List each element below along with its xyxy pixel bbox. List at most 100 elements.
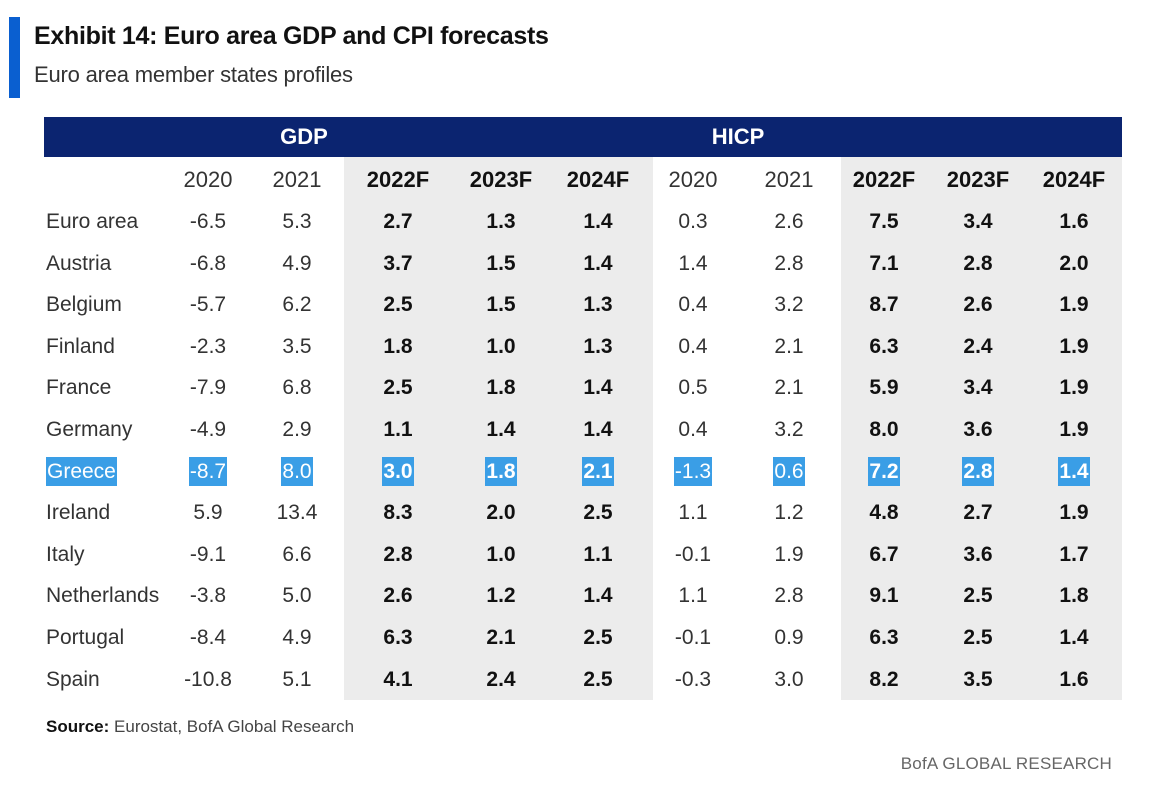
table-cell: 1.1 [648, 575, 738, 617]
table-cell: 2.6 [933, 284, 1023, 326]
table-cell: 3.5 [933, 659, 1023, 701]
cell-value: 2.8 [963, 251, 993, 275]
cell-value: 1.1 [678, 584, 708, 608]
cell-value: 5.0 [282, 584, 312, 608]
table-cell: 6.3 [353, 617, 443, 659]
table-cell: 1.1 [553, 534, 643, 576]
column-header-gdp-2022f: 2022F [366, 167, 430, 192]
table-cell: 1.8 [1029, 575, 1119, 617]
cell-value: 1.5 [486, 251, 516, 275]
cell-value: 2.1 [582, 456, 614, 486]
table-row: Finland -2.3 3.5 1.8 1.0 1.3 0.4 2.1 6.3 2.4 1.9 [44, 326, 1122, 368]
cell-value: 2.5 [383, 293, 413, 317]
table-cell: 2.5 [553, 617, 643, 659]
table-cell: 2.4 [933, 326, 1023, 368]
cell-value: 2.5 [583, 667, 613, 691]
table-cell: -8.4 [163, 617, 253, 659]
table-cell: 1.9 [1029, 284, 1119, 326]
cell-value: 6.2 [282, 293, 312, 317]
cell-value: 5.9 [869, 376, 899, 400]
table-cell: 0.5 [648, 367, 738, 409]
source-text: Eurostat, BofA Global Research [109, 717, 355, 736]
table-row: Italy -9.1 6.6 2.8 1.0 1.1 -0.1 1.9 6.7 3.6 1.7 [44, 534, 1122, 576]
cell-value: -5.7 [189, 293, 227, 317]
table-cell: 3.7 [353, 243, 443, 285]
table-cell: 0.3 [648, 201, 738, 243]
cell-value: 1.8 [1059, 584, 1089, 608]
title-accent-bar [9, 17, 20, 98]
cell-value: 1.9 [1059, 334, 1089, 358]
table-row: Belgium -5.7 6.2 2.5 1.5 1.3 0.4 3.2 8.7 2.6 1.9 [44, 284, 1122, 326]
cell-value: 0.4 [678, 293, 708, 317]
table-row: Spain -10.8 5.1 4.1 2.4 2.5 -0.3 3.0 8.2 3.5 1.6 [44, 659, 1122, 701]
hicp-forecast-shading [841, 157, 1122, 701]
group-label-gdp: GDP [280, 124, 328, 149]
table-cell: 2.5 [353, 284, 443, 326]
table-cell: -6.8 [163, 243, 253, 285]
row-label-text: Austria [46, 251, 112, 275]
table-cell: 2.8 [744, 243, 834, 285]
cell-value: 2.8 [774, 251, 804, 275]
table-cell: 4.1 [353, 659, 443, 701]
cell-value: 2.4 [486, 667, 516, 691]
table-cell: 7.5 [839, 201, 929, 243]
table-cell: 1.3 [553, 284, 643, 326]
table-cell: 5.9 [839, 367, 929, 409]
table-cell: 0.4 [648, 326, 738, 368]
table-cell: 1.9 [744, 534, 834, 576]
table-cell: 8.7 [839, 284, 929, 326]
brand-footer: BofA GLOBAL RESEARCH [900, 754, 1112, 773]
cell-value: 6.3 [869, 334, 899, 358]
cell-value: 3.5 [963, 667, 993, 691]
row-label-text: Euro area [46, 210, 139, 233]
cell-value: 0.4 [678, 334, 708, 358]
row-label: Greece [46, 451, 117, 493]
cell-value: -1.3 [673, 456, 713, 486]
table-cell: 1.4 [553, 201, 643, 243]
exhibit-subtitle: Euro area member states profiles [34, 62, 353, 87]
cell-value: 0.5 [678, 376, 708, 400]
table-cell: 2.1 [456, 617, 546, 659]
cell-value: 7.5 [869, 210, 899, 233]
table-cell: 6.7 [839, 534, 929, 576]
cell-value: 1.4 [583, 210, 613, 233]
cell-value: 2.6 [383, 584, 413, 608]
cell-value: 3.2 [774, 293, 804, 317]
table-cell: -3.8 [163, 575, 253, 617]
table-cell: 2.8 [933, 243, 1023, 285]
cell-value: -0.1 [674, 626, 712, 649]
cell-value: 9.1 [869, 584, 899, 608]
table-cell: 2.0 [456, 492, 546, 534]
cell-value: 8.2 [869, 667, 899, 691]
table-cell: 2.8 [744, 575, 834, 617]
table-cell: 3.4 [933, 367, 1023, 409]
cell-value: 2.5 [963, 626, 993, 649]
cell-value: 3.6 [963, 542, 993, 566]
cell-value: -8.7 [188, 456, 228, 486]
row-label: Portugal [46, 617, 124, 659]
table-cell: 1.4 [1029, 617, 1119, 659]
cell-value: 4.9 [282, 626, 312, 649]
table-row: Portugal -8.4 4.9 6.3 2.1 2.5 -0.1 0.9 6.3 2.5 1.4 [44, 617, 1122, 659]
table-cell: 1.3 [553, 326, 643, 368]
cell-value: 1.0 [486, 542, 516, 566]
cell-value: 1.4 [583, 376, 613, 400]
table-cell: 1.4 [553, 575, 643, 617]
row-label-text: France [46, 376, 112, 400]
cell-value: 3.0 [382, 456, 414, 486]
table-cell: 6.3 [839, 617, 929, 659]
table-cell: 1.3 [456, 201, 546, 243]
row-label: Belgium [46, 284, 122, 326]
cell-value: 2.8 [383, 542, 413, 566]
table-cell: 2.6 [744, 201, 834, 243]
column-header-hicp-2024f: 2024F [1042, 167, 1106, 192]
cell-value: 6.6 [282, 542, 312, 566]
table-cell: 1.4 [456, 409, 546, 451]
table-cell: 2.7 [353, 201, 443, 243]
table-cell: 7.1 [839, 243, 929, 285]
column-header-gdp-2020: 2020 [183, 167, 233, 192]
table-cell: 1.1 [353, 409, 443, 451]
cell-value: 2.0 [1059, 251, 1089, 275]
row-label: Spain [46, 659, 100, 701]
group-label-hicp: HICP [711, 124, 765, 149]
